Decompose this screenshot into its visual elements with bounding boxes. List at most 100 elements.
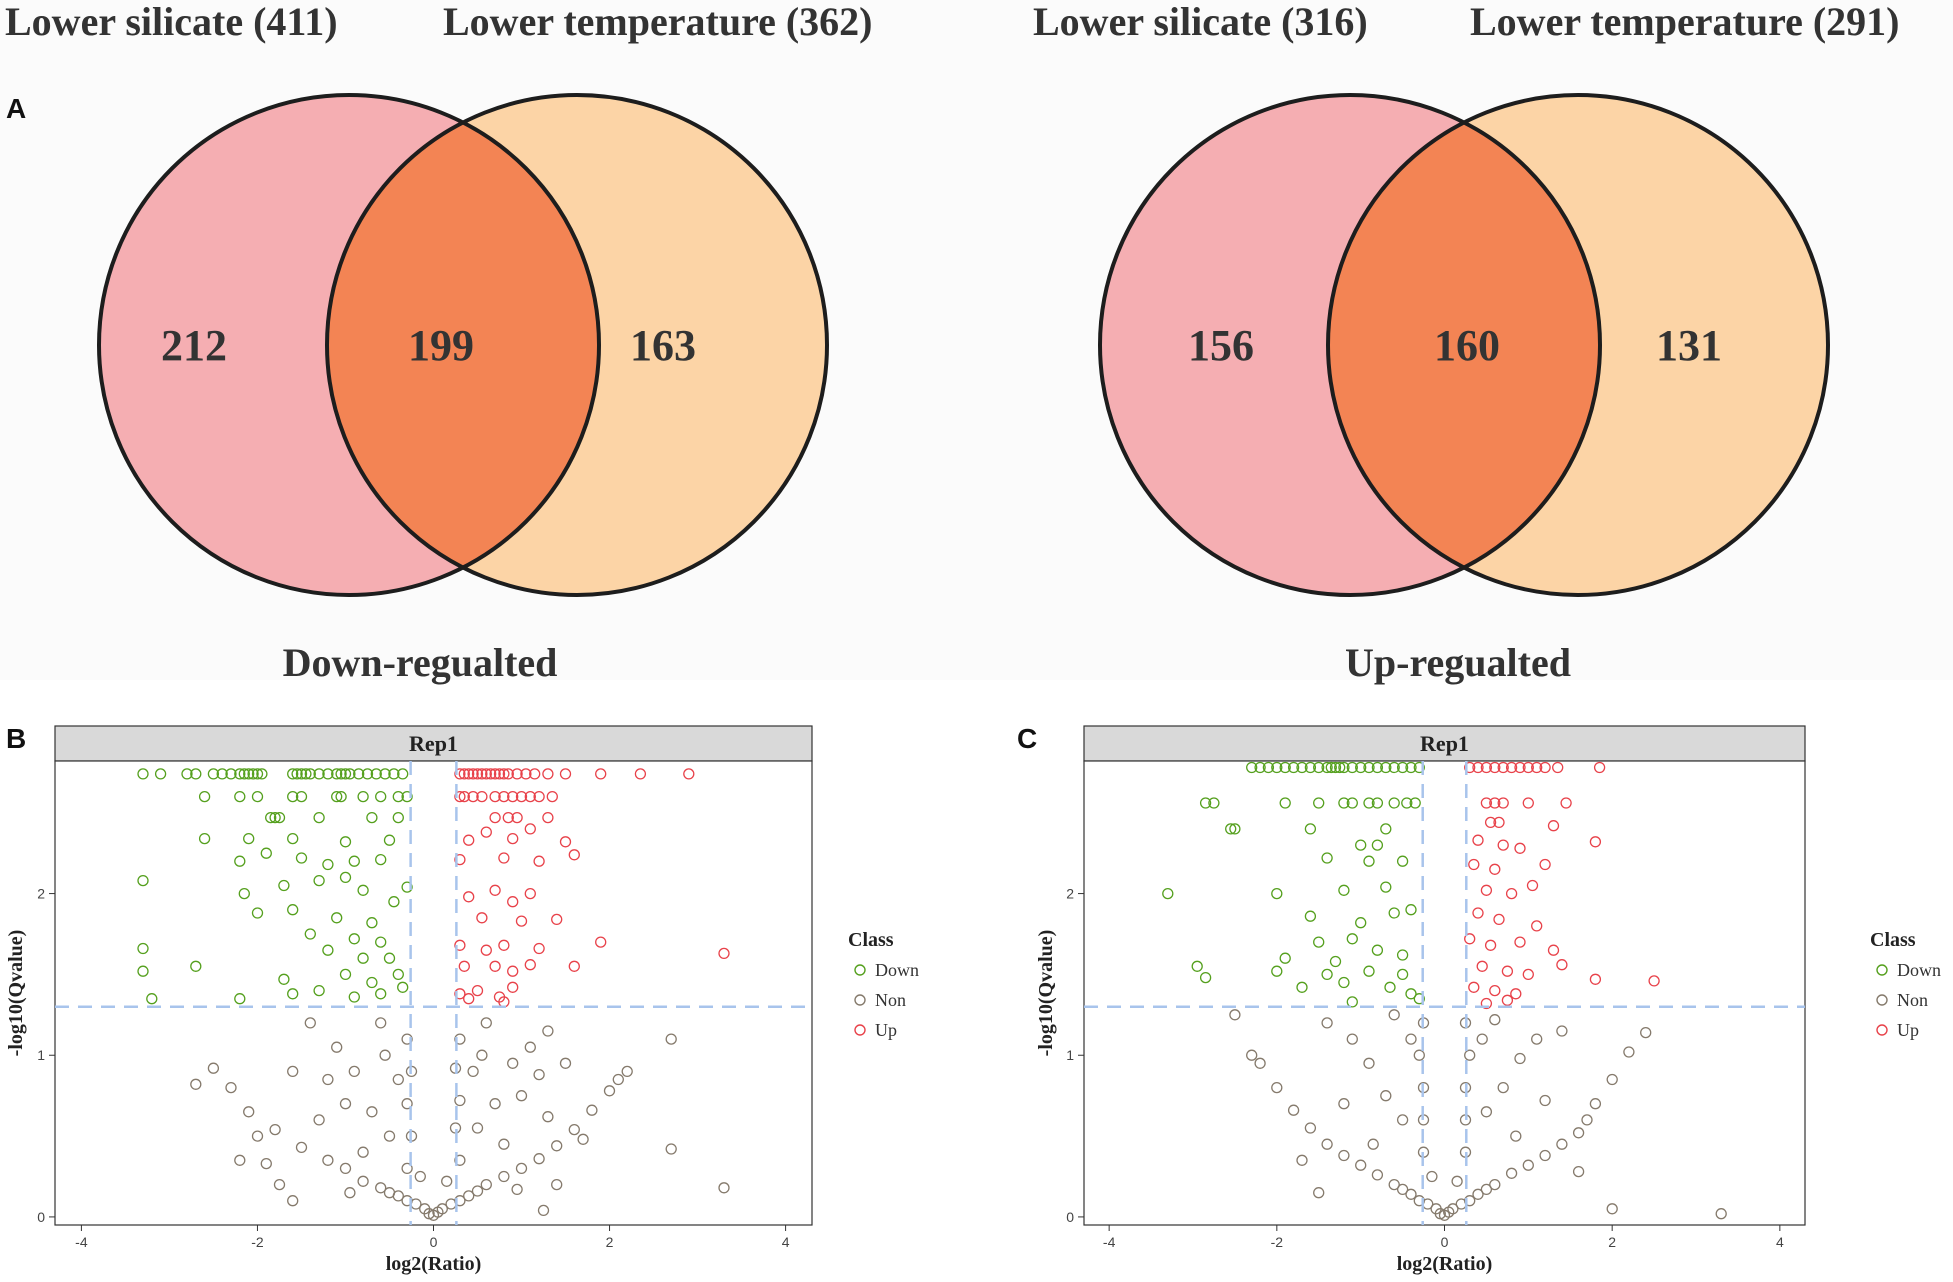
- point-down-c: [1405, 988, 1417, 1000]
- venn-down-left-title: Lower silicate (411): [5, 0, 338, 44]
- point-non-b: [542, 1025, 554, 1037]
- point-down-b: [265, 811, 277, 824]
- point-down-c: [1321, 761, 1333, 774]
- point-up-b: [559, 836, 572, 848]
- venn-down-caption: Down-regualted: [283, 640, 558, 685]
- point-down-c: [1334, 761, 1346, 774]
- point-down-c: [1338, 797, 1350, 809]
- point-non-b: [322, 1073, 334, 1086]
- point-down-c: [1380, 881, 1392, 893]
- point-up-b: [524, 823, 536, 835]
- point-non-c: [1480, 1183, 1493, 1196]
- point-non-c: [1589, 1098, 1602, 1110]
- legend-marker-down-b: [854, 964, 866, 976]
- point-down-c: [1409, 797, 1421, 809]
- point-down-b: [238, 768, 250, 780]
- point-non-c: [1405, 1188, 1417, 1200]
- legend-title-b: Class: [848, 929, 894, 951]
- x-axis-label-b: log2(Ratio): [386, 1253, 482, 1275]
- point-down-c: [1313, 797, 1325, 809]
- legend-marker-up-c: [1876, 1024, 1888, 1036]
- point-non-c: [1388, 1009, 1400, 1021]
- y-tick-label-c: 0: [1066, 1209, 1074, 1225]
- point-down-b: [375, 853, 387, 866]
- point-down-c: [1346, 996, 1358, 1008]
- point-non-c: [1313, 1187, 1325, 1199]
- point-down-b: [348, 855, 360, 867]
- point-non-c: [1510, 1130, 1522, 1142]
- point-down-c: [1384, 981, 1396, 993]
- point-non-c: [1396, 1114, 1409, 1126]
- point-up-b: [463, 768, 475, 780]
- point-down-b: [216, 768, 228, 780]
- point-down-c: [1413, 761, 1425, 774]
- point-down-b: [366, 976, 378, 989]
- point-down-b: [304, 768, 316, 780]
- point-down-b: [287, 904, 299, 916]
- point-down-b: [339, 968, 352, 981]
- point-non-c: [1363, 1057, 1375, 1069]
- point-up-c: [1493, 816, 1505, 829]
- point-up-b: [489, 884, 501, 896]
- point-down-b: [322, 944, 334, 956]
- point-non-c: [1480, 1106, 1493, 1118]
- venn-down-overlap-count: 199: [408, 321, 474, 370]
- point-down-c: [1162, 887, 1174, 900]
- point-non-c: [1464, 1195, 1476, 1207]
- venn-up-overlap: [1327, 122, 1601, 568]
- point-up-b: [507, 896, 519, 908]
- legend-marker-down-c: [1876, 964, 1888, 976]
- point-down-b: [137, 965, 149, 977]
- point-up-b: [551, 913, 563, 926]
- point-up-c: [1489, 984, 1501, 997]
- venn-down-left-count: 212: [161, 321, 227, 370]
- point-non-b: [551, 1140, 563, 1152]
- point-non-c: [1539, 1149, 1551, 1162]
- point-up-c: [1552, 761, 1564, 774]
- point-non-b: [533, 1153, 545, 1165]
- point-up-b: [498, 939, 510, 951]
- point-up-b: [454, 853, 466, 866]
- point-up-c: [1493, 913, 1505, 926]
- point-non-c: [1338, 1098, 1350, 1110]
- point-down-c: [1363, 761, 1375, 774]
- point-down-c: [1355, 761, 1367, 774]
- point-up-b: [458, 790, 470, 803]
- venn-down-right-outline: [325, 93, 829, 597]
- point-non-b: [480, 1178, 492, 1191]
- point-down-b: [154, 768, 167, 780]
- point-down-b: [198, 790, 211, 803]
- point-down-c: [1396, 761, 1409, 774]
- point-non-c: [1451, 1175, 1463, 1187]
- point-up-b: [471, 984, 484, 997]
- point-non-b: [401, 1033, 413, 1045]
- point-non-b: [542, 1111, 554, 1123]
- point-up-b: [489, 960, 501, 972]
- point-down-b: [278, 879, 290, 892]
- point-down-b: [361, 768, 374, 780]
- point-up-c: [1464, 761, 1476, 774]
- point-down-b: [243, 768, 255, 780]
- point-up-c: [1501, 965, 1514, 977]
- point-non-c: [1287, 1104, 1300, 1116]
- point-down-b: [313, 768, 325, 780]
- point-down-b: [295, 768, 308, 780]
- point-down-c: [1208, 797, 1220, 809]
- point-non-c: [1271, 1081, 1283, 1094]
- venn-up-right-outline: [1326, 93, 1830, 597]
- point-up-c: [1522, 968, 1534, 981]
- y-tick-label-b: 0: [37, 1209, 45, 1225]
- point-down-b: [375, 790, 387, 803]
- panel-label-a: A: [6, 93, 26, 124]
- point-up-c: [1539, 761, 1551, 774]
- point-down-b: [247, 768, 259, 780]
- point-non-c: [1371, 1169, 1384, 1181]
- point-non-b: [537, 1204, 550, 1217]
- point-up-b: [454, 939, 466, 951]
- point-down-c: [1271, 965, 1283, 977]
- point-non-b: [234, 1154, 246, 1166]
- point-up-c: [1484, 939, 1497, 951]
- point-up-c: [1464, 933, 1476, 945]
- point-non-c: [1464, 1049, 1476, 1061]
- point-down-c: [1279, 761, 1291, 774]
